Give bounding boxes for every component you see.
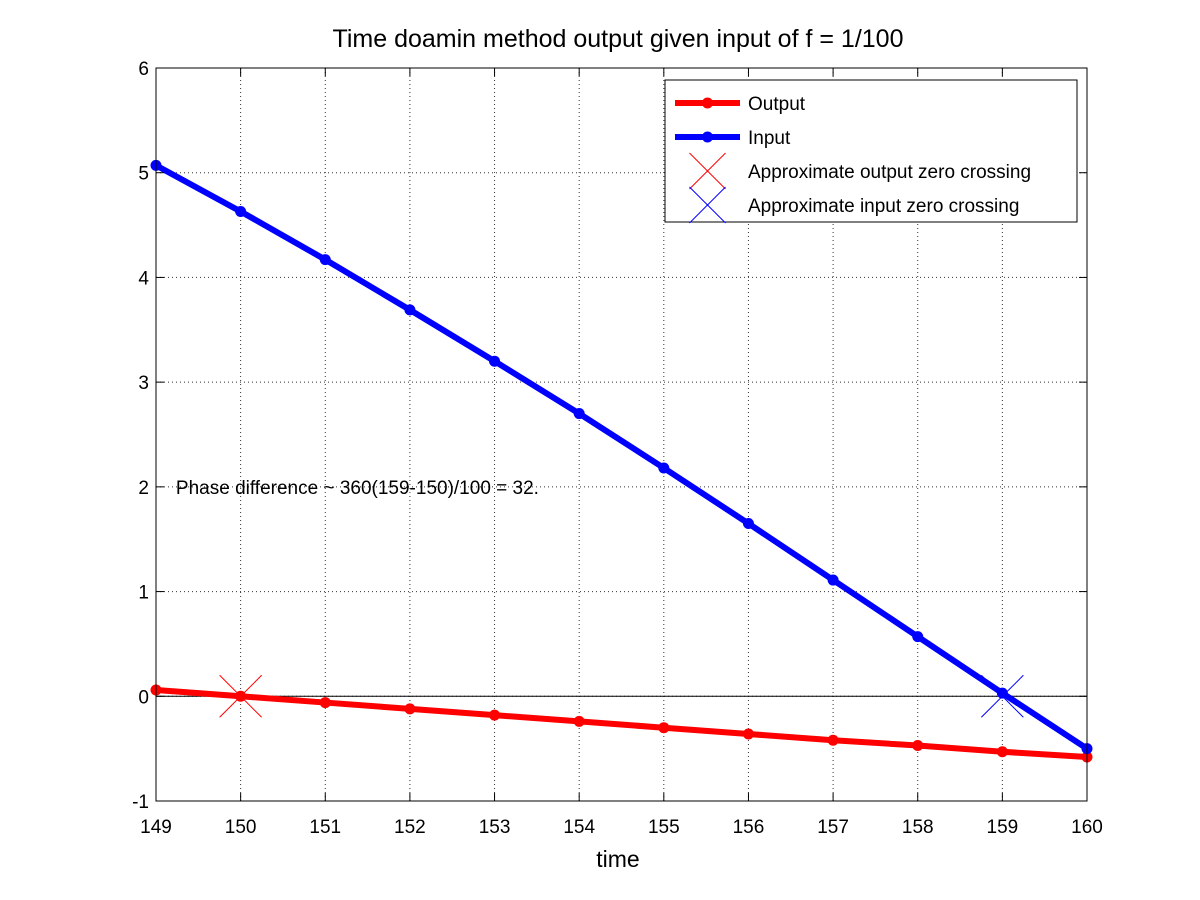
x-tick-label: 154 (563, 817, 595, 838)
input-data-point (573, 408, 585, 420)
x-tick-label: 160 (1071, 817, 1103, 838)
output-data-point (658, 722, 670, 734)
x-tick-label: 159 (987, 817, 1019, 838)
output-data-point (489, 709, 501, 721)
x-tick-label: 152 (394, 817, 426, 838)
x-axis-label: time (596, 846, 639, 872)
legend-entry: Input (675, 128, 791, 149)
x-tick-label: 157 (817, 817, 849, 838)
legend-point-swatch (702, 97, 713, 109)
input-data-point (658, 462, 670, 474)
output-data-point (742, 728, 754, 740)
y-tick-label: 5 (138, 164, 149, 185)
y-tick-label: 4 (138, 268, 149, 289)
input-data-point (319, 254, 331, 266)
input-data-point (404, 304, 416, 316)
input-data-point (742, 518, 754, 530)
chart-title: Time doamin method output given input of… (333, 25, 904, 53)
input-data-point (996, 687, 1008, 699)
x-tick-label: 156 (733, 817, 765, 838)
input-data-point (912, 631, 924, 643)
x-tick-label: 149 (140, 817, 172, 838)
input-data-point (489, 355, 501, 367)
y-tick-label: 6 (138, 59, 149, 80)
axes-box (155, 67, 1088, 802)
marker-stroke (981, 674, 1024, 718)
legend-entry: Output (675, 94, 806, 115)
input-zero-crossing-marker (981, 674, 1024, 718)
legend-entry: Approximate input zero crossing (689, 186, 1019, 224)
output-data-point (996, 746, 1008, 758)
legend-entry: Approximate output zero crossing (689, 152, 1031, 190)
legend-label: Output (748, 94, 806, 115)
y-tick-label: 2 (138, 478, 149, 499)
zero-crossing-markers (219, 674, 1024, 718)
output-data-point (404, 703, 416, 715)
x-tick-label: 158 (902, 817, 934, 838)
input-data-point (827, 574, 839, 586)
legend-label: Approximate output zero crossing (748, 162, 1031, 183)
x-tick-label: 151 (309, 817, 341, 838)
legend: Output Input Approximate output zero cross… (664, 79, 1078, 224)
legend-x-swatch (689, 152, 726, 190)
phase-difference-annotation: Phase difference ~ 360(159-150)/100 = 32… (176, 478, 539, 499)
y-tick-label: 1 (138, 583, 149, 604)
y-tick-label: 3 (138, 373, 149, 394)
y-tick-label: -1 (132, 792, 149, 813)
input-series-line (154, 162, 1089, 752)
output-data-point (827, 734, 839, 746)
x-tick-label: 153 (479, 817, 511, 838)
output-series-line (155, 687, 1088, 761)
input-data-point (235, 205, 247, 217)
output-data-point (573, 715, 585, 727)
output-data-point (319, 697, 331, 709)
legend-label: Approximate input zero crossing (748, 196, 1019, 217)
output-zero-crossing-marker (219, 674, 262, 718)
output-data-point (912, 740, 924, 752)
axis-ticks: 149 150 151 152 153 154 155 156 157 158 159 160-101… (132, 59, 1103, 838)
legend-x-swatch (689, 186, 726, 224)
marker-stroke (219, 674, 262, 718)
x-tick-label: 155 (648, 817, 680, 838)
y-tick-label: 0 (138, 687, 149, 708)
legend-label: Input (748, 128, 791, 149)
x-tick-label: 150 (225, 817, 257, 838)
legend-point-swatch (702, 131, 713, 143)
